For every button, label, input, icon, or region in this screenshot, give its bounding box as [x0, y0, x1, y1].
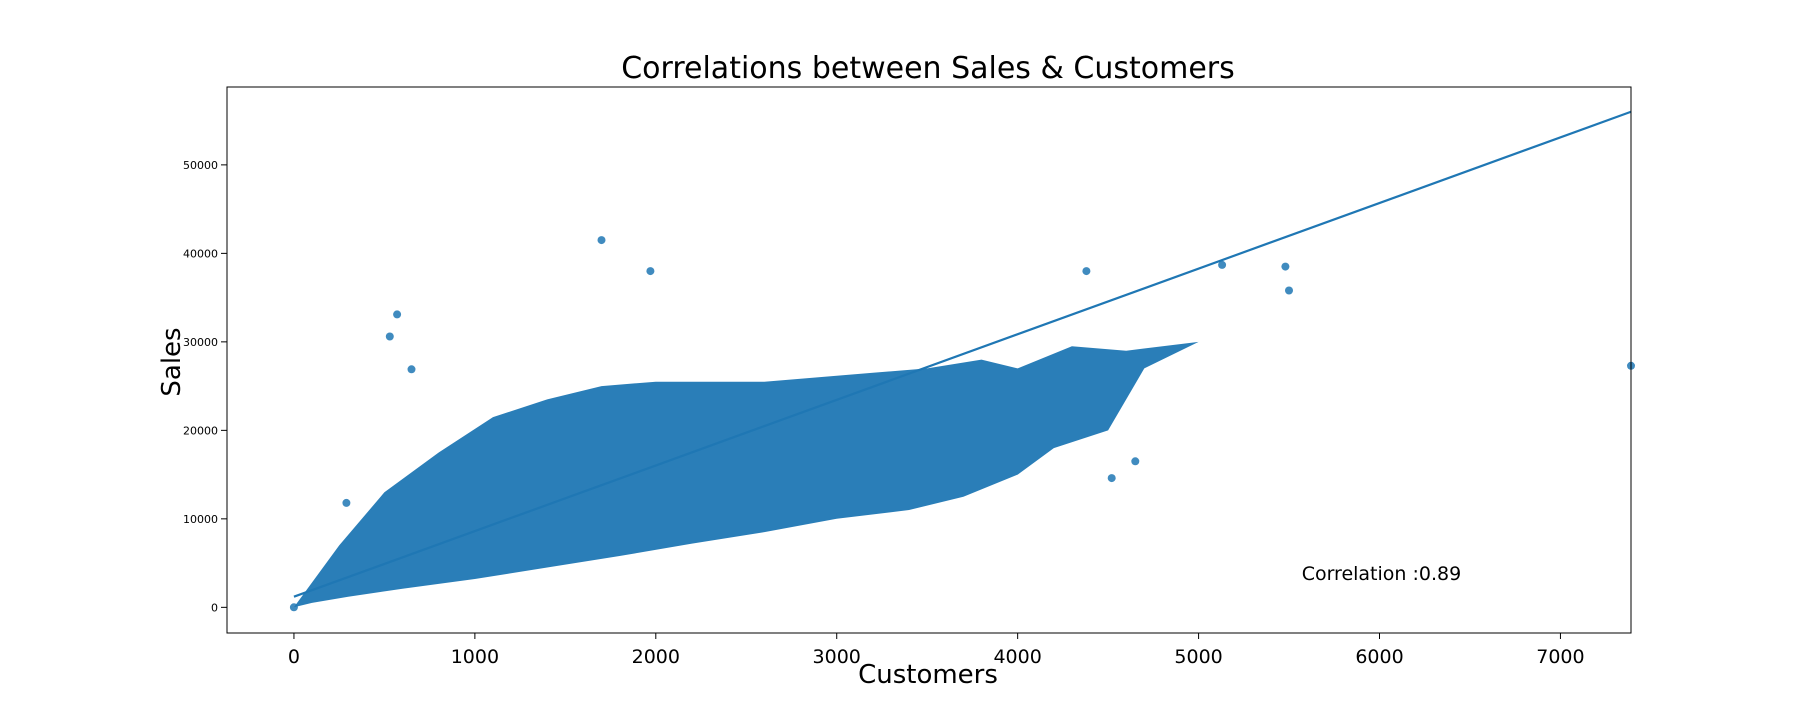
correlation-annotation: Correlation :0.89: [1302, 563, 1462, 585]
plot-frame: [226, 86, 1632, 634]
scatter-point: [1218, 260, 1227, 269]
scatter-point: [342, 498, 351, 507]
y-axis-ticks: 0 10000 20000 30000 40000 50000: [183, 159, 227, 614]
y-tick-label: 20000: [183, 424, 218, 437]
x-tick-label: 5000: [1174, 646, 1222, 668]
x-tick-label: 1000: [451, 646, 499, 668]
x-axis-label: Customers: [858, 660, 998, 690]
scatter-point: [1281, 262, 1290, 271]
scatter-point: [1082, 267, 1091, 276]
scatter-point: [385, 332, 394, 341]
y-tick-label: 10000: [183, 513, 218, 526]
x-tick-label: 6000: [1355, 646, 1403, 668]
y-axis-label: Sales: [157, 327, 187, 396]
scatter-point: [597, 236, 606, 245]
regression-line-group: [293, 110, 1632, 598]
x-tick-label: 0: [288, 646, 300, 668]
point-cloud-area: [293, 341, 1199, 608]
x-tick-label: 4000: [993, 646, 1041, 668]
scatter-points: [289, 236, 1635, 612]
y-tick-label: 30000: [183, 336, 218, 349]
scatter-point: [393, 310, 402, 319]
scatter-point: [289, 603, 298, 612]
y-tick-label: 50000: [183, 159, 218, 172]
chart-title: Correlations between Sales & Customers: [621, 51, 1235, 86]
x-tick-label: 2000: [632, 646, 680, 668]
y-tick-label: 0: [211, 601, 218, 614]
scatter-point: [1131, 457, 1140, 466]
regression-line: [293, 110, 1632, 598]
scatter-point: [1285, 286, 1293, 295]
x-tick-label: 7000: [1536, 646, 1584, 668]
scatter-point: [407, 365, 416, 374]
scatter-point: [646, 267, 655, 276]
y-tick-label: 40000: [183, 247, 218, 260]
dense-point-cloud: [293, 341, 1199, 608]
scatter-point: [1107, 474, 1116, 483]
x-axis-ticks: 0 1000 2000 3000 4000 5000 6000 7000: [288, 633, 1585, 668]
x-tick-label: 3000: [813, 646, 861, 668]
